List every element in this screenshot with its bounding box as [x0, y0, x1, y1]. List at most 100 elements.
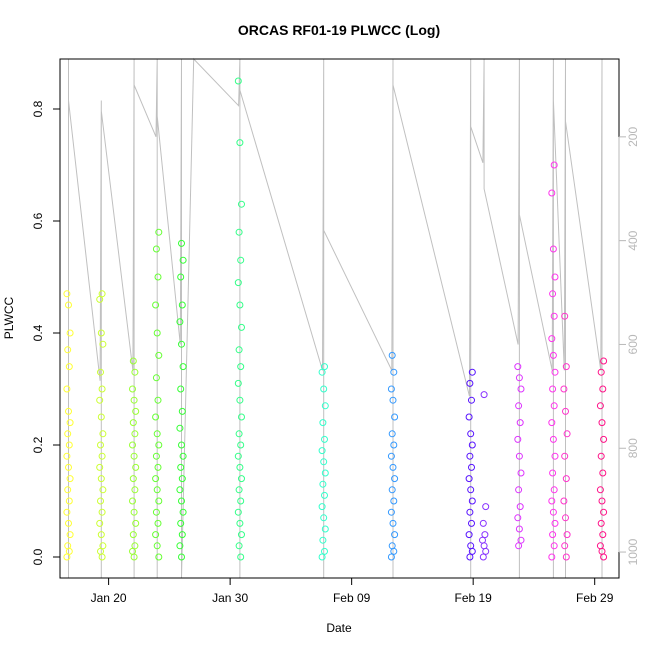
data-point: [468, 519, 475, 527]
data-point: [65, 547, 73, 555]
data-point: [389, 396, 397, 404]
y-tick-label: 0.0: [31, 548, 45, 565]
data-point: [319, 419, 327, 427]
data-point: [152, 413, 160, 421]
data-point: [176, 486, 184, 494]
data-point: [177, 463, 185, 471]
data-point: [177, 385, 185, 393]
data-point: [129, 497, 136, 505]
x-axis-label: Date: [326, 621, 352, 635]
data-point: [178, 239, 185, 247]
flight-series: [129, 357, 140, 561]
data-point: [234, 452, 242, 460]
data-point: [388, 542, 396, 550]
data-point: [132, 407, 140, 415]
data-point: [63, 452, 71, 460]
data-point: [63, 553, 71, 561]
data-point: [321, 469, 329, 477]
data-point: [560, 497, 568, 505]
data-point: [515, 452, 523, 460]
data-point: [177, 273, 185, 281]
data-point: [468, 547, 476, 555]
data-point: [238, 323, 245, 331]
data-point: [389, 519, 397, 527]
data-point: [179, 452, 187, 460]
data-point: [321, 363, 328, 371]
data-point: [178, 301, 186, 309]
data-point: [561, 452, 569, 460]
data-point: [236, 396, 244, 404]
data-point: [236, 519, 244, 527]
data-point: [235, 346, 243, 354]
data-point: [234, 77, 242, 85]
data-point: [390, 547, 398, 555]
data-point: [178, 497, 185, 505]
data-point: [389, 463, 397, 471]
data-point: [466, 508, 474, 516]
data-point: [596, 402, 604, 410]
data-point: [320, 385, 328, 393]
data-point: [548, 419, 556, 427]
data-point: [600, 508, 608, 516]
y-tick-label: 0.8: [31, 100, 45, 117]
data-point: [129, 419, 137, 427]
data-point: [234, 508, 242, 516]
data-point: [482, 547, 490, 555]
data-point: [549, 531, 557, 539]
data-point: [550, 542, 558, 550]
data-point: [515, 374, 523, 382]
data-point: [154, 273, 162, 281]
data-point: [561, 542, 569, 550]
data-point: [179, 508, 187, 516]
data-point: [480, 391, 488, 399]
data-point: [549, 469, 557, 477]
data-point: [321, 525, 329, 533]
data-point: [236, 301, 244, 309]
data-point: [238, 200, 245, 208]
data-point: [560, 385, 568, 393]
data-point: [549, 290, 557, 298]
data-point: [177, 519, 185, 527]
data-point: [178, 407, 186, 415]
data-point: [65, 407, 72, 415]
data-point: [549, 508, 557, 516]
data-point: [63, 385, 71, 393]
data-point: [130, 452, 138, 460]
data-point: [97, 413, 105, 421]
data-point: [387, 553, 395, 561]
data-point: [319, 536, 327, 544]
data-point: [550, 312, 558, 320]
data-point: [391, 413, 399, 421]
data-point: [178, 531, 186, 539]
data-point: [97, 329, 105, 337]
data-point: [600, 435, 608, 443]
data-point: [482, 503, 490, 511]
data-point: [65, 441, 73, 449]
data-point: [178, 441, 185, 449]
y-tick-label: 0.6: [31, 212, 45, 229]
data-point: [154, 463, 162, 471]
data-point: [318, 368, 326, 376]
data-point: [388, 351, 396, 359]
data-point: [152, 301, 160, 309]
y2-tick-label: 800: [626, 438, 640, 458]
flight-series: [176, 239, 187, 561]
data-point: [548, 189, 556, 197]
data-point: [129, 475, 137, 483]
data-point: [563, 430, 571, 438]
data-point: [468, 463, 475, 471]
data-point: [129, 357, 137, 365]
data-point: [131, 430, 139, 438]
data-point: [131, 486, 139, 494]
data-point: [548, 497, 556, 505]
data-point: [65, 497, 73, 505]
data-point: [152, 531, 160, 539]
data-point: [467, 430, 475, 438]
flight-series: [234, 77, 245, 561]
data-point: [321, 435, 328, 443]
data-point: [551, 368, 559, 376]
data-point: [98, 508, 106, 516]
data-point: [467, 486, 475, 494]
data-point: [479, 536, 486, 544]
data-point: [600, 357, 608, 365]
